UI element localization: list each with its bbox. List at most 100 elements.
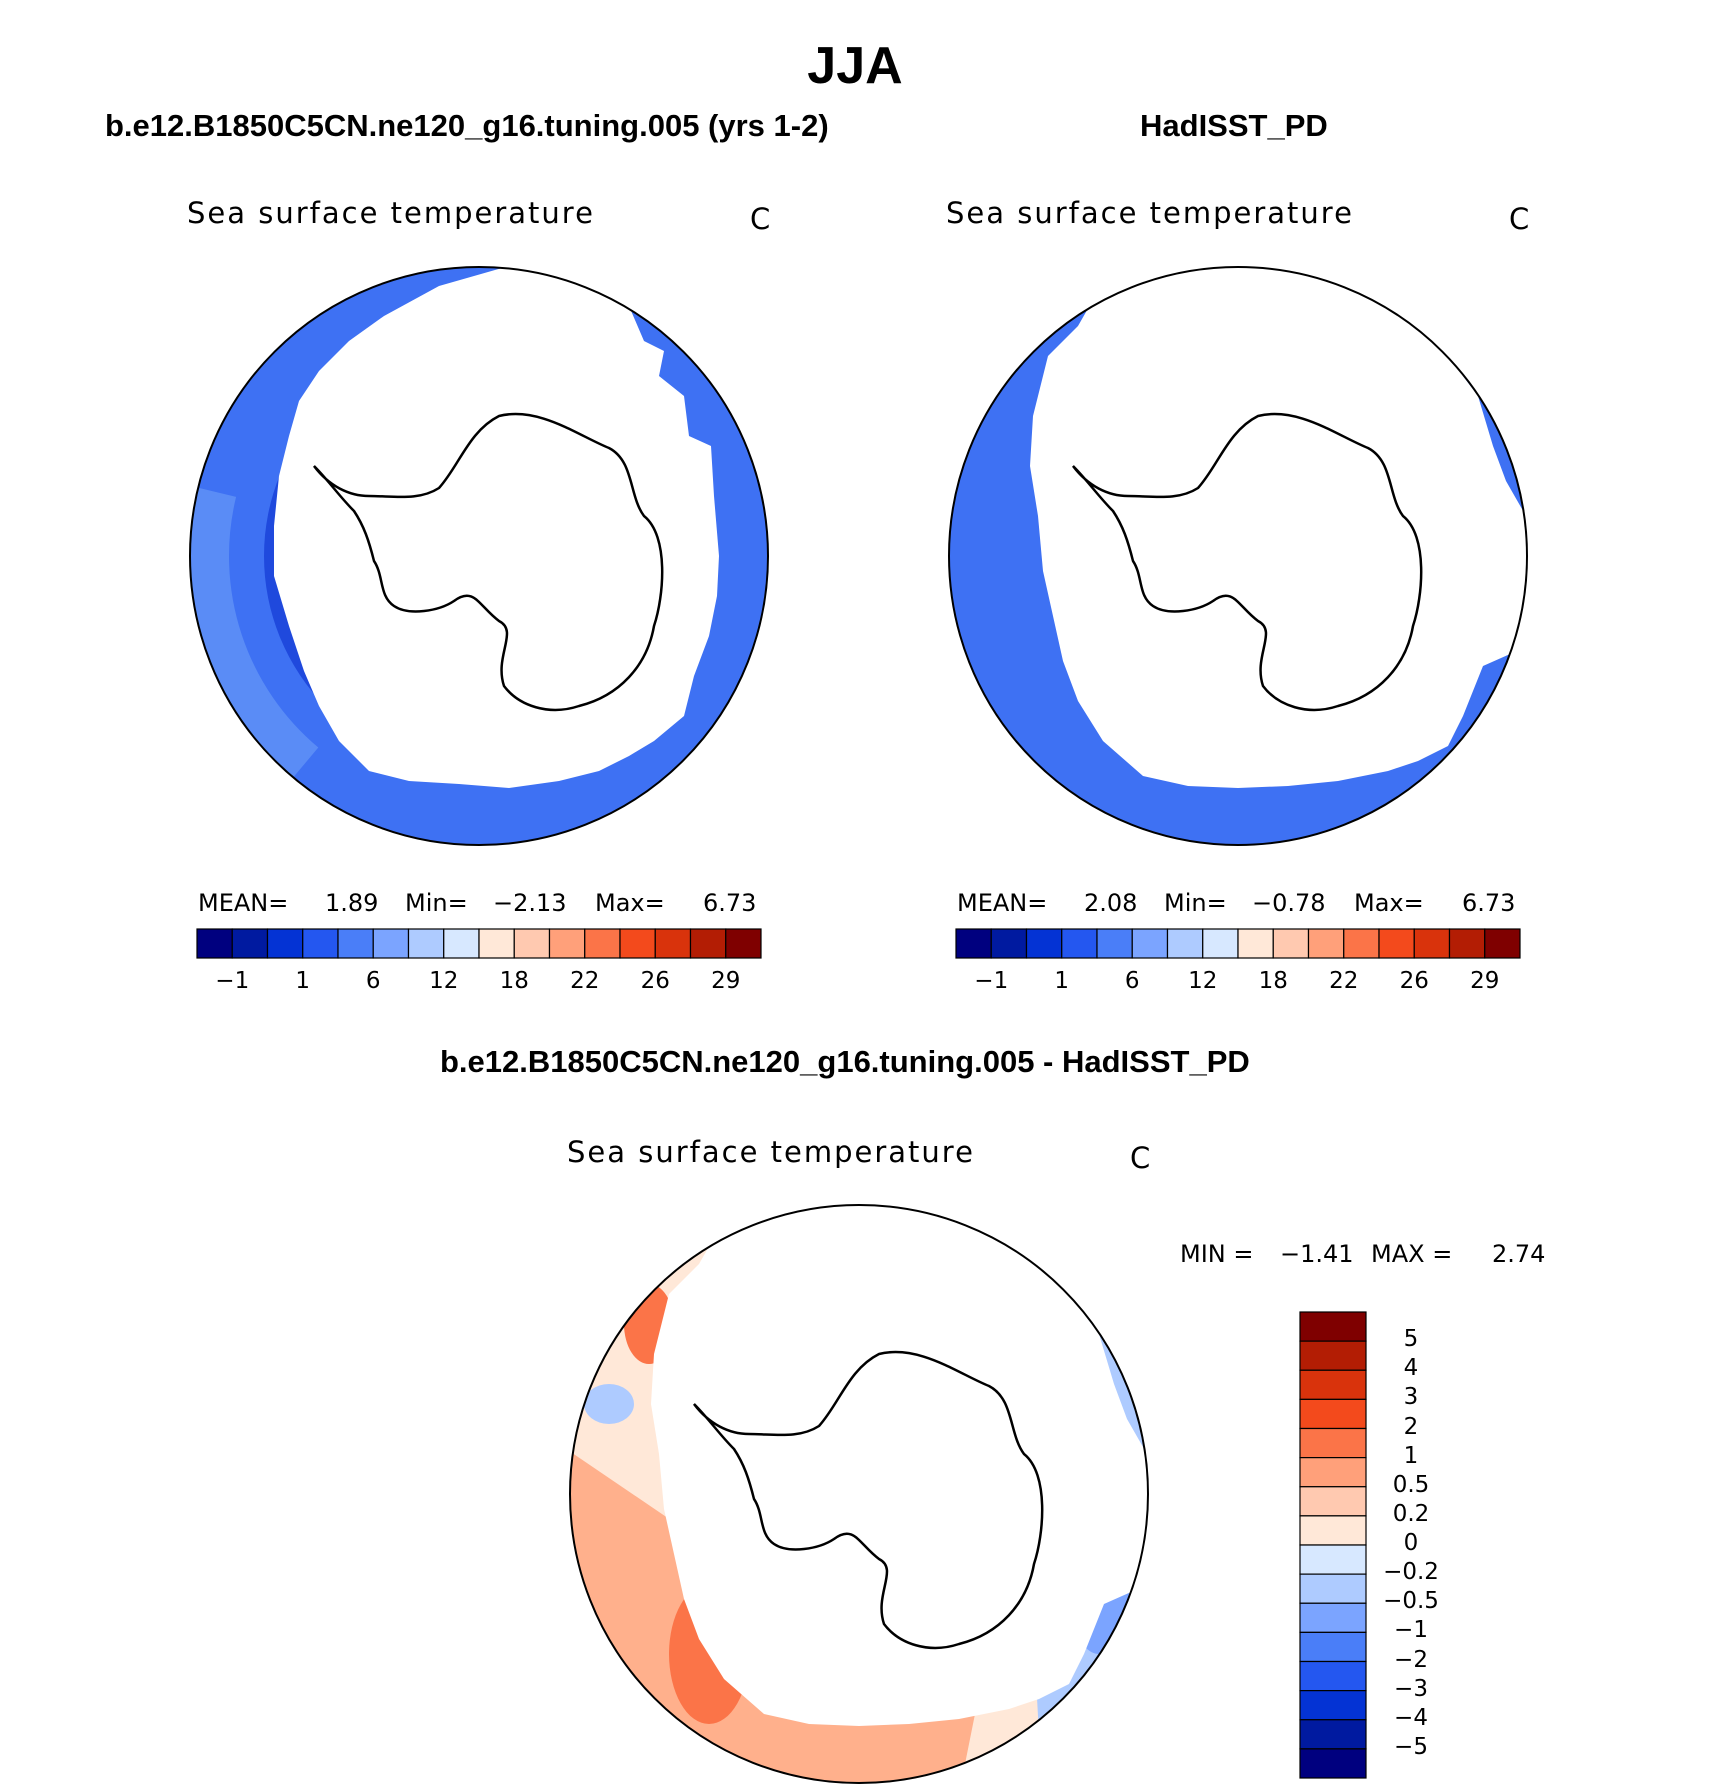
colorbar-swatch [548,928,586,959]
colorbar-swatch [1299,1544,1367,1575]
colorbar-swatch [1299,1486,1367,1517]
colorbar-tick-label: 26 [1399,968,1429,994]
model-min-label: Min= [405,889,468,917]
obs-units-label: C [1509,202,1532,236]
colorbar-tick-label: 4 [1403,1355,1419,1382]
colorbar-swatch [1343,928,1380,959]
colorbar-tick-label: −1 [1394,1617,1428,1644]
colorbar-swatch [1299,1427,1367,1459]
colorbar-tick-label: 12 [1188,968,1218,994]
diff-min-value: −1.41 [1280,1240,1354,1268]
model-colorbar [196,928,762,959]
colorbar-tick-label: −2 [1394,1646,1428,1673]
colorbar-swatch [1131,928,1169,959]
colorbar-tick-label: 3 [1403,1384,1419,1411]
model-max-value: 6.73 [703,889,757,917]
figure-title: JJA [807,37,903,95]
model-case-title: b.e12.B1850C5CN.ne120_g16.tuning.005 (yr… [105,108,829,143]
colorbar-tick-label: −4 [1394,1704,1428,1731]
model-units-label: C [750,202,773,236]
colorbar-swatch [372,928,410,959]
colorbar-swatch [1299,1573,1367,1604]
colorbar-swatch [266,928,304,959]
colorbar-tick-label: 12 [429,968,459,994]
colorbar-tick-label: 6 [365,968,381,994]
colorbar-swatch [1299,1631,1367,1663]
colorbar-swatch [1307,928,1345,959]
colorbar-swatch [584,928,621,959]
obs-mean-label: MEAN= [957,889,1048,917]
model-sea-ice-mask [274,267,719,788]
model-antarctica-coast [313,412,664,712]
diff-antarctica-coast [693,1350,1044,1650]
colorbar-tick-label: 22 [570,968,600,994]
diff-max-label: MAX = [1371,1240,1453,1268]
obs-variable-label: Sea surface temperature [946,196,1354,230]
colorbar-swatch [443,928,480,959]
diff-case-title: b.e12.B1850C5CN.ne120_g16.tuning.005 - H… [440,1044,1250,1079]
diff-sea-ice-mask [651,1205,1148,1726]
colorbar-tick-label: −5 [1394,1733,1428,1760]
colorbar-swatch [302,928,339,959]
model-max-label: Max= [595,889,665,917]
colorbar-swatch [990,928,1028,959]
colorbar-swatch [654,928,692,959]
colorbar-swatch [1299,1457,1367,1488]
colorbar-tick-label: 6 [1124,968,1140,994]
colorbar-tick-label: 18 [1258,968,1288,994]
model-outer-band [190,267,768,845]
obs-max-label: Max= [1354,889,1424,917]
colorbar-tick-label: 1 [1054,968,1070,994]
obs-antarctica-coast [1072,412,1423,712]
colorbar-swatch [1272,928,1310,959]
colorbar-tick-label: −1 [974,968,1009,994]
obs-polar-map [948,266,1528,846]
colorbar-swatch [1025,928,1063,959]
colorbar-swatch [1448,928,1486,959]
model-mean-value: 1.89 [325,889,379,917]
colorbar-swatch [1299,1369,1367,1400]
diff-variable-label: Sea surface temperature [567,1135,975,1169]
colorbar-swatch [619,928,656,959]
colorbar-tick-label: 18 [499,968,529,994]
colorbar-swatch [1299,1515,1367,1546]
colorbar-tick-label: 0.2 [1392,1500,1430,1527]
colorbar-swatch [1237,928,1274,959]
colorbar-tick-label: 5 [1403,1326,1419,1353]
diff-colorbar [1299,1311,1367,1779]
model-variable-label: Sea surface temperature [187,196,595,230]
obs-sea-ice-mask [1030,267,1527,788]
obs-mean-value: 2.08 [1084,889,1138,917]
colorbar-swatch [1378,928,1415,959]
colorbar-swatch [196,928,233,959]
colorbar-swatch [1299,1311,1367,1342]
colorbar-swatch [1299,1340,1367,1371]
colorbar-swatch [407,928,445,959]
colorbar-tick-label: 1 [295,968,311,994]
colorbar-swatch [1484,928,1521,959]
model-min-value: −2.13 [493,889,567,917]
obs-colorbar [955,928,1521,959]
model-mean-label: MEAN= [198,889,289,917]
colorbar-tick-label: 1 [1403,1442,1419,1469]
colorbar-swatch [231,928,269,959]
diff-units-label: C [1130,1141,1153,1175]
colorbar-tick-label: 0 [1403,1530,1419,1556]
colorbar-swatch [478,928,515,959]
colorbar-tick-label: −3 [1394,1675,1428,1702]
colorbar-swatch [1299,1690,1367,1721]
colorbar-swatch [1061,928,1098,959]
colorbar-tick-label: 29 [1470,968,1500,994]
obs-case-title: HadISST_PD [1140,108,1328,143]
diff-cold-bias-west [584,1384,634,1424]
colorbar-swatch [955,928,992,959]
colorbar-swatch [689,928,727,959]
diff-max-value: 2.74 [1492,1240,1546,1268]
colorbar-swatch [1299,1719,1367,1750]
colorbar-tick-label: 29 [711,968,741,994]
obs-max-value: 6.73 [1462,889,1516,917]
colorbar-swatch [1299,1660,1367,1692]
colorbar-swatch [1202,928,1239,959]
colorbar-swatch [1299,1748,1367,1779]
colorbar-swatch [1096,928,1133,959]
